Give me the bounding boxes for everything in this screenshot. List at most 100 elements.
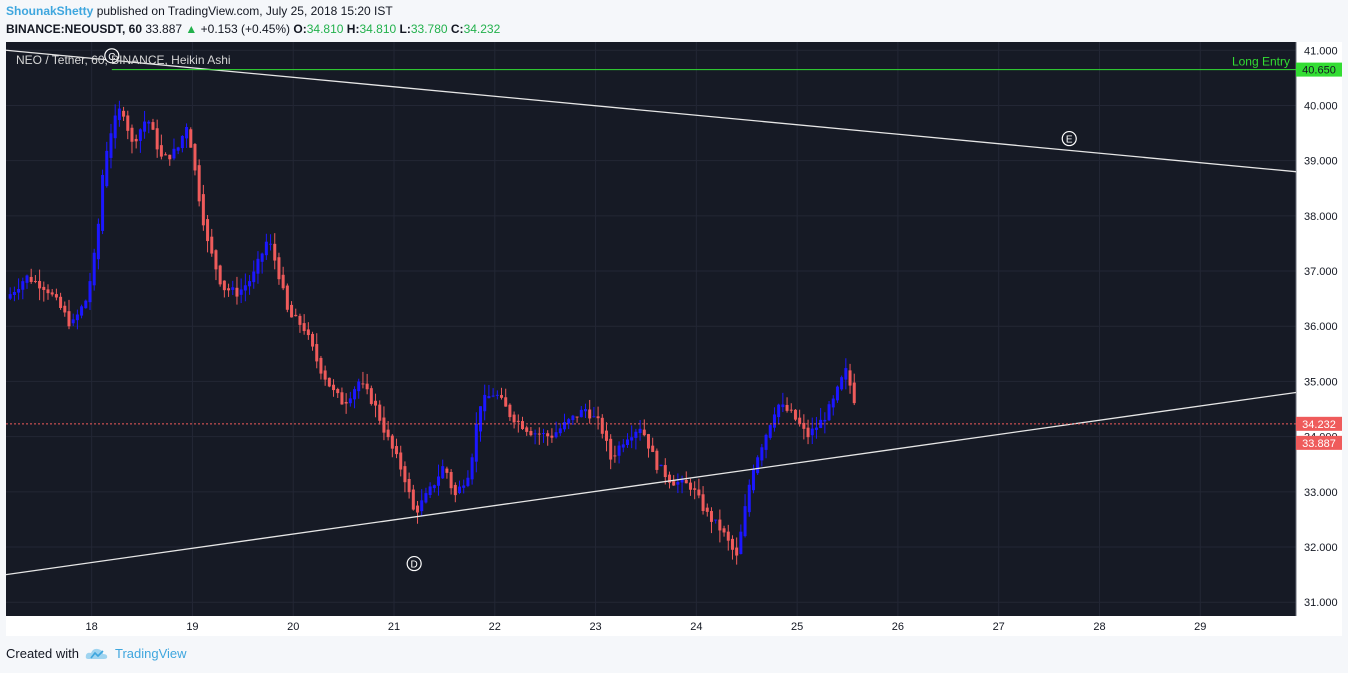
candle-body bbox=[395, 446, 399, 455]
candle-body bbox=[542, 433, 545, 435]
candle-body bbox=[193, 144, 197, 171]
candle-body bbox=[575, 416, 579, 418]
last-price: 33.887 bbox=[145, 22, 183, 36]
candle-body bbox=[802, 422, 806, 429]
candle-body bbox=[764, 434, 768, 450]
candle-body bbox=[441, 466, 445, 479]
candle-body bbox=[75, 314, 79, 321]
candle-body bbox=[416, 505, 420, 513]
x-tick-label: 28 bbox=[1093, 621, 1105, 633]
candle-body bbox=[705, 507, 709, 512]
candle-body bbox=[521, 421, 525, 429]
price-chart[interactable]: 31.00031.00032.00032.00033.00033.00034.0… bbox=[6, 42, 1342, 636]
price-tag-text: 34.232 bbox=[1302, 419, 1336, 431]
candle-body bbox=[432, 485, 436, 489]
trend-line bbox=[6, 391, 1297, 576]
candle-body bbox=[210, 236, 214, 254]
candle-body bbox=[634, 431, 638, 438]
candle-body bbox=[453, 484, 457, 496]
trend-line bbox=[6, 49, 1297, 173]
candle-body bbox=[109, 133, 113, 158]
candle-body bbox=[269, 243, 273, 245]
candle-body bbox=[806, 427, 810, 438]
created-with-label: Created with bbox=[6, 646, 79, 661]
change-arrow-icon: ▲ bbox=[185, 22, 198, 36]
candle-body bbox=[474, 423, 478, 462]
x-tick-label: 20 bbox=[287, 621, 299, 633]
candle-body bbox=[147, 121, 151, 124]
candle-body bbox=[676, 481, 680, 485]
candle-body bbox=[327, 377, 331, 387]
candle-body bbox=[768, 425, 772, 438]
candle-body bbox=[130, 127, 134, 142]
candle-body bbox=[80, 306, 84, 316]
tradingview-brand-link[interactable]: TradingView bbox=[114, 646, 187, 661]
candle-body bbox=[819, 419, 823, 429]
candle-body bbox=[235, 287, 239, 297]
candle-body bbox=[827, 404, 831, 421]
candle-body bbox=[344, 401, 348, 404]
y-tick-label-right: 41.000 bbox=[1304, 45, 1338, 57]
candle-body bbox=[688, 482, 692, 490]
chart-title: NEO / Tether, 60, BINANCE, Heikin Ashi bbox=[16, 53, 231, 67]
candle-body bbox=[306, 329, 310, 336]
candle-body bbox=[260, 253, 264, 262]
candle-body bbox=[625, 439, 629, 446]
candle-body bbox=[852, 382, 856, 404]
candle-body bbox=[239, 289, 243, 295]
candle-body bbox=[248, 281, 252, 287]
candle-body bbox=[311, 333, 315, 347]
candle-body bbox=[525, 427, 529, 432]
y-tick-label-right: 39.000 bbox=[1304, 156, 1338, 168]
candle-body bbox=[411, 489, 415, 510]
candle-body bbox=[302, 323, 306, 332]
candle-body bbox=[218, 265, 222, 285]
candle-body bbox=[399, 452, 403, 470]
candle-body bbox=[151, 122, 155, 130]
candle-body bbox=[449, 472, 453, 489]
candle-body bbox=[722, 528, 726, 533]
candle-body bbox=[222, 280, 226, 291]
candle-body bbox=[298, 315, 302, 325]
candle-body bbox=[353, 389, 357, 400]
candle-body bbox=[747, 484, 751, 513]
y-tick-label-right: 33.000 bbox=[1304, 487, 1338, 499]
candle-body bbox=[84, 300, 88, 309]
candle-body bbox=[848, 370, 852, 386]
candle-body bbox=[537, 433, 541, 435]
candle-body bbox=[651, 445, 655, 452]
candle-body bbox=[180, 135, 184, 149]
candle-body bbox=[663, 465, 667, 478]
candle-body bbox=[693, 488, 697, 490]
x-tick-label: 27 bbox=[993, 621, 1005, 633]
candle-body bbox=[726, 531, 730, 541]
point-marker-c bbox=[104, 48, 120, 64]
high-value: 34.810 bbox=[359, 22, 397, 36]
x-tick-label: 26 bbox=[892, 621, 904, 633]
candle-body bbox=[264, 241, 268, 256]
candle-body bbox=[516, 420, 520, 422]
candle-body bbox=[340, 392, 344, 405]
candle-body bbox=[361, 383, 365, 385]
long-entry-label: Long Entry bbox=[1232, 55, 1290, 69]
x-tick-label: 21 bbox=[388, 621, 400, 633]
point-label-d: D bbox=[411, 560, 418, 571]
candle-body bbox=[600, 417, 604, 434]
candle-body bbox=[562, 422, 566, 430]
author-link[interactable]: ShounakShetty bbox=[6, 4, 94, 18]
candle-body bbox=[479, 406, 483, 432]
candle-body bbox=[772, 414, 776, 428]
y-tick-label-right: 40.000 bbox=[1304, 100, 1338, 112]
candle-body bbox=[533, 433, 537, 435]
candle-body bbox=[831, 398, 835, 408]
candle-body bbox=[168, 154, 172, 160]
candle-body bbox=[256, 258, 260, 274]
candle-body bbox=[428, 486, 432, 495]
candle-body bbox=[273, 243, 277, 261]
open-label: O: bbox=[293, 22, 307, 36]
price-tag bbox=[1296, 416, 1342, 431]
candle-body bbox=[105, 150, 109, 187]
candle-body bbox=[512, 414, 516, 423]
candle-body bbox=[504, 397, 508, 407]
candle-body bbox=[12, 291, 16, 296]
